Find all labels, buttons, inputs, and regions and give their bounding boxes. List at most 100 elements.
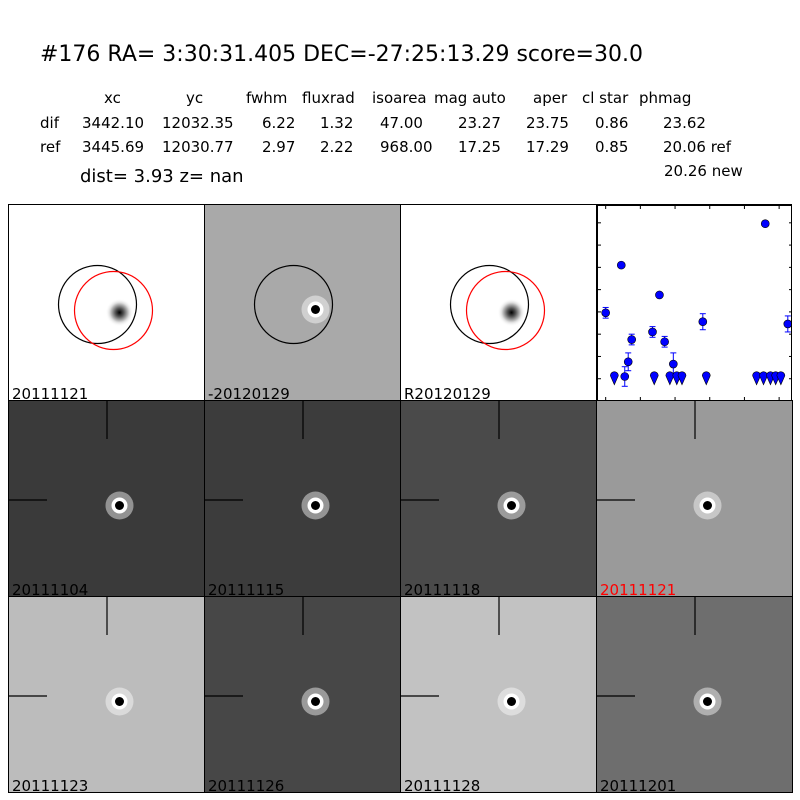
column-header: mag auto [434,89,506,107]
stamp-background [9,205,204,400]
data-point [660,337,669,347]
stamp-label: 20111128 [404,777,481,793]
aperture-circle [253,264,334,345]
data-point [698,317,708,327]
stamp-label: -20120129 [208,385,290,401]
upper-limit-marker [776,371,786,386]
source-core [311,697,320,706]
table-cell: 23.27 [458,114,501,132]
table-cell: 12032.35 [162,114,234,132]
ref-aperture-circle [73,270,154,351]
row-label: ref [40,138,61,156]
table-cell: 0.86 [595,114,629,132]
stamp-image [9,597,204,792]
dist-line: dist= 3.93 z= nan [80,166,244,187]
table-cell: 2.22 [320,138,354,156]
data-point [616,260,626,270]
table-cell: 17.29 [526,138,569,156]
stamp-label: R20120129 [404,385,491,401]
stamp-image [9,205,204,400]
image-stamp: 20111118 [400,400,597,597]
upper-limit-marker [677,371,687,386]
upper-limit-marker [701,371,711,386]
image-stamp: 20111121 [8,204,205,401]
image-stamp: 20111126 [204,596,401,793]
data-point [620,372,630,381]
source-core [115,697,124,706]
table-cell: 23.62 [663,114,706,132]
column-header: fluxrad [302,89,355,107]
data-point [627,335,636,344]
column-header: yc [186,89,204,107]
ref-aperture-circle [465,270,546,351]
light-curve-chart: 22.022.523.023.524.024.525.025.526.00204… [597,205,791,400]
stamp-label: 20111104 [12,581,89,597]
table-cell: 12030.77 [162,138,234,156]
image-stamp: 20111115 [204,400,401,597]
source-core [703,501,712,510]
stamp-image [401,401,596,596]
stamp-image [597,597,792,792]
plot-area [597,205,791,400]
stamp-label: 20111123 [12,777,89,793]
image-stamp: 20111201 [596,596,793,793]
table-cell: 3442.10 [82,114,145,132]
column-header: phmag [639,89,692,107]
stamp-image [401,597,596,792]
data-point [623,357,633,367]
aperture-circle [57,264,138,345]
table-cell: 47.00 [380,114,423,132]
table-cell: 23.75 [526,114,569,132]
aperture-circle [449,264,530,345]
source-blob [105,298,134,327]
light-curve-panel: 22.022.523.023.524.024.525.025.526.00204… [596,204,792,401]
table-cell: 6.22 [262,114,296,132]
stamp-background [401,205,596,400]
stamp-label: 20111121 [600,581,677,597]
image-stamp: 20111128 [400,596,597,793]
stamp-label: 20111201 [600,777,677,793]
table-cell: 17.25 [458,138,501,156]
source-core [703,697,712,706]
stamp-image [9,401,204,596]
table-cell: 3445.69 [82,138,145,156]
source-blob [497,298,526,327]
stamp-label: 20111126 [208,777,285,793]
source-core [311,501,320,510]
data-point [648,327,657,337]
stamp-label: 20111121 [12,385,89,401]
image-stamp: 20111104 [8,400,205,597]
data-point [601,308,610,318]
stamp-image [205,597,400,792]
stamp-image [205,401,400,596]
page-title: #176 RA= 3:30:31.405 DEC=-27:25:13.29 sc… [40,42,643,67]
plot-frame [597,205,791,400]
table-cell: 0.85 [595,138,629,156]
column-header: xc [104,89,121,107]
table-cell: 2.97 [262,138,296,156]
column-header: fwhm [246,89,288,107]
source-core [507,501,516,510]
table-cell: 1.32 [320,114,354,132]
table-cell: 968.00 [380,138,433,156]
source-core [507,697,516,706]
source-core [311,305,320,314]
column-header: aper [533,89,568,107]
data-point [655,290,664,300]
stamp-image [401,205,596,400]
source-core [115,501,124,510]
stamp-image [205,205,400,400]
image-stamp: 20111121 [596,400,793,597]
stamp-label: 20111115 [208,581,285,597]
image-stamp: R20120129 [400,204,597,401]
data-point [669,359,678,369]
phmag-new: 20.26 new [664,162,743,180]
data-point [760,219,770,229]
data-point [783,319,791,329]
stamp-image [597,401,792,596]
column-header: cl star [582,89,629,107]
stamp-background [205,205,400,400]
upper-limit-marker [610,371,619,386]
image-stamp: 20111123 [8,596,205,793]
column-header: isoarea [372,89,427,107]
